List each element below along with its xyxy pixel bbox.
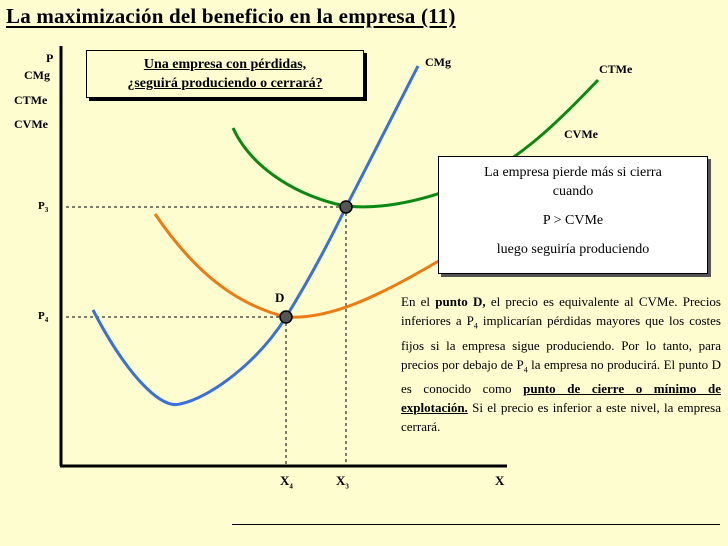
slide-title: La maximización del beneficio en la empr… [6, 4, 456, 28]
info-box: La empresa pierde más si cierra cuando P… [438, 156, 708, 274]
question-line-2: ¿seguirá produciendo o cerrará? [127, 76, 323, 91]
x3-label: X3 [336, 473, 349, 491]
y-axis-label-cvme: CVMe [14, 117, 48, 131]
point-x3-marker [339, 200, 353, 214]
x-axis-label: X [495, 473, 505, 488]
y-axis-label-p: P [46, 51, 54, 65]
cmg-curve-label: CMg [425, 55, 451, 69]
question-line-1: Una empresa con pérdidas, [143, 57, 307, 72]
y-axis-label-ctme: CTMe [14, 93, 48, 107]
p4-label: P4 [38, 310, 49, 325]
question-box: Una empresa con pérdidas, ¿seguirá produ… [86, 50, 364, 98]
info-line-1: La empresa pierde más si cierra [484, 165, 662, 180]
ctme-curve-label: CTMe [599, 62, 633, 76]
footer-divider [232, 524, 720, 525]
x4-label: X4 [280, 473, 293, 491]
cvme-curve-label: CVMe [564, 127, 598, 141]
point-d-label: D [275, 290, 285, 305]
p3-label: P3 [38, 200, 49, 215]
ctme-curve [231, 78, 600, 209]
cmg-curve [91, 65, 420, 407]
info-line-3: P > CVMe [542, 213, 604, 228]
explanation-text: En el punto D, el precio es equivalente … [401, 294, 721, 435]
point-d-marker [279, 310, 293, 324]
y-axis-label-cmg: CMg [24, 68, 50, 82]
info-line-4: luego seguiría produciendo [496, 242, 650, 257]
info-line-2: cuando [552, 184, 594, 199]
